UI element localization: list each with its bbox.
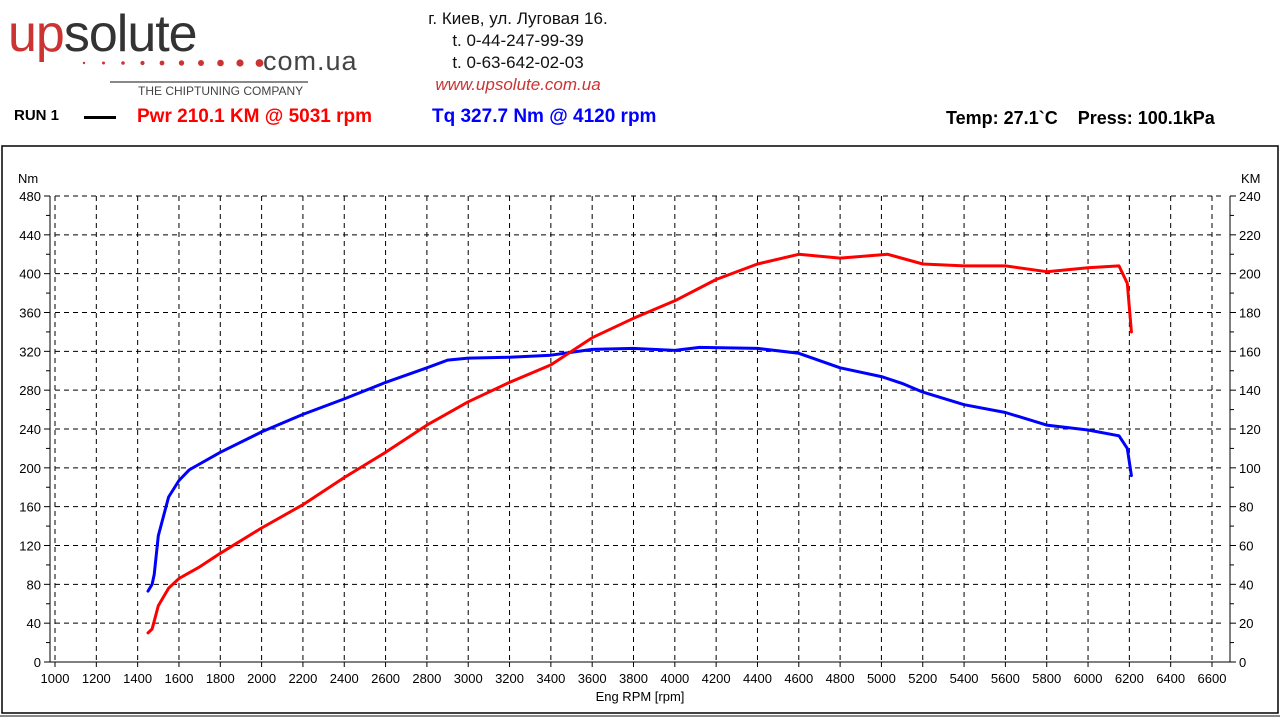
x-tick-label: 2800	[412, 671, 441, 686]
y-right-tick-label: 20	[1239, 616, 1253, 631]
phone-2: t. 0-63-642-02-03	[452, 53, 584, 72]
logo-dot	[236, 59, 244, 67]
x-tick-label: 3400	[536, 671, 565, 686]
x-tick-label: 6400	[1156, 671, 1185, 686]
x-tick-label: 5800	[1032, 671, 1061, 686]
y-left-tick-label: 480	[19, 189, 41, 204]
y-right-label: KM	[1241, 171, 1261, 186]
y-right-tick-label: 0	[1239, 655, 1246, 670]
x-tick-label: 4600	[784, 671, 813, 686]
y-right-tick-label: 140	[1239, 383, 1261, 398]
logo-part-up: up	[8, 5, 65, 63]
y-left-tick-label: 0	[34, 655, 41, 670]
y-left-tick-label: 200	[19, 461, 41, 476]
x-tick-label: 1200	[82, 671, 111, 686]
x-tick-label: 6200	[1115, 671, 1144, 686]
logo-dot	[255, 59, 264, 67]
logo-part-solute: solute	[63, 5, 198, 63]
x-tick-label: 5400	[950, 671, 979, 686]
y-right-tick-label: 200	[1239, 267, 1261, 282]
y-right-tick-label: 120	[1239, 422, 1261, 437]
y-left-tick-label: 40	[27, 616, 41, 631]
x-tick-label: 4800	[826, 671, 855, 686]
logo-tagline: THE CHIPTUNING COMPANY	[138, 84, 304, 98]
x-tick-label: 6000	[1074, 671, 1103, 686]
y-right-tick-label: 160	[1239, 344, 1261, 359]
y-left-tick-label: 240	[19, 422, 41, 437]
y-left-tick-label: 80	[27, 577, 41, 592]
logo-dot	[82, 61, 86, 65]
y-right-tick-label: 180	[1239, 306, 1261, 321]
x-tick-label: 3200	[495, 671, 524, 686]
logo-dot	[102, 61, 105, 65]
y-left-tick-label: 320	[19, 344, 41, 359]
x-tick-label: 1800	[206, 671, 235, 686]
phone-1: t. 0-44-247-99-39	[452, 31, 584, 50]
y-left-label: Nm	[18, 171, 38, 186]
y-right-tick-label: 80	[1239, 500, 1253, 515]
logo-domain: com.ua	[263, 46, 358, 76]
x-tick-label: 3600	[578, 671, 607, 686]
x-tick-label: 1000	[41, 671, 70, 686]
logo-dot	[140, 60, 145, 66]
x-tick-label: 2600	[371, 671, 400, 686]
y-left-tick-label: 400	[19, 267, 41, 282]
x-tick-label: 3800	[619, 671, 648, 686]
x-tick-label: 3000	[454, 671, 483, 686]
x-tick-label: 5000	[867, 671, 896, 686]
x-tick-label: 2400	[330, 671, 359, 686]
y-left-tick-label: 120	[19, 539, 41, 554]
y-left-tick-label: 160	[19, 500, 41, 515]
chart-frame	[1, 145, 1279, 714]
logo-dot	[178, 60, 185, 66]
y-right-tick-label: 40	[1239, 577, 1253, 592]
x-tick-label: 5600	[991, 671, 1020, 686]
power-curve	[146, 252, 1133, 635]
y-right-tick-label: 60	[1239, 539, 1253, 554]
x-axis-label: Eng RPM [rpm]	[596, 689, 685, 704]
run-legend-line	[84, 116, 116, 119]
y-left-tick-label: 360	[19, 306, 41, 321]
logo-dot	[121, 61, 125, 65]
torque-curve	[146, 345, 1133, 593]
x-tick-label: 2000	[247, 671, 276, 686]
torque-summary: Tq 327.7 Nm @ 4120 rpm	[432, 106, 657, 127]
logo-dot	[198, 60, 204, 66]
ambient-conditions: Temp: 27.1`C Press: 100.1kPa	[946, 108, 1215, 128]
x-tick-label: 4400	[743, 671, 772, 686]
logo-dots-icon	[82, 59, 264, 67]
x-tick-label: 4000	[660, 671, 689, 686]
logo-dot	[217, 59, 224, 67]
x-tick-label: 1400	[123, 671, 152, 686]
y-left-tick-label: 280	[19, 383, 41, 398]
y-right-tick-label: 100	[1239, 461, 1261, 476]
logo: upsolute	[8, 5, 198, 63]
website-link[interactable]: www.upsolute.com.ua	[435, 75, 601, 94]
x-tick-label: 2200	[288, 671, 317, 686]
run-label: RUN 1	[14, 107, 60, 124]
power-summary: Pwr 210.1 KM @ 5031 rpm	[137, 106, 373, 127]
logo-dot	[159, 60, 165, 66]
x-tick-label: 5200	[908, 671, 937, 686]
x-tick-label: 4200	[702, 671, 731, 686]
address: г. Киев, ул. Луговая 16.	[428, 9, 608, 28]
y-left-tick-label: 440	[19, 228, 41, 243]
y-right-tick-label: 220	[1239, 228, 1261, 243]
x-tick-label: 1600	[165, 671, 194, 686]
logo-divider	[110, 81, 308, 83]
y-right-tick-label: 240	[1239, 189, 1261, 204]
x-tick-label: 6600	[1198, 671, 1227, 686]
